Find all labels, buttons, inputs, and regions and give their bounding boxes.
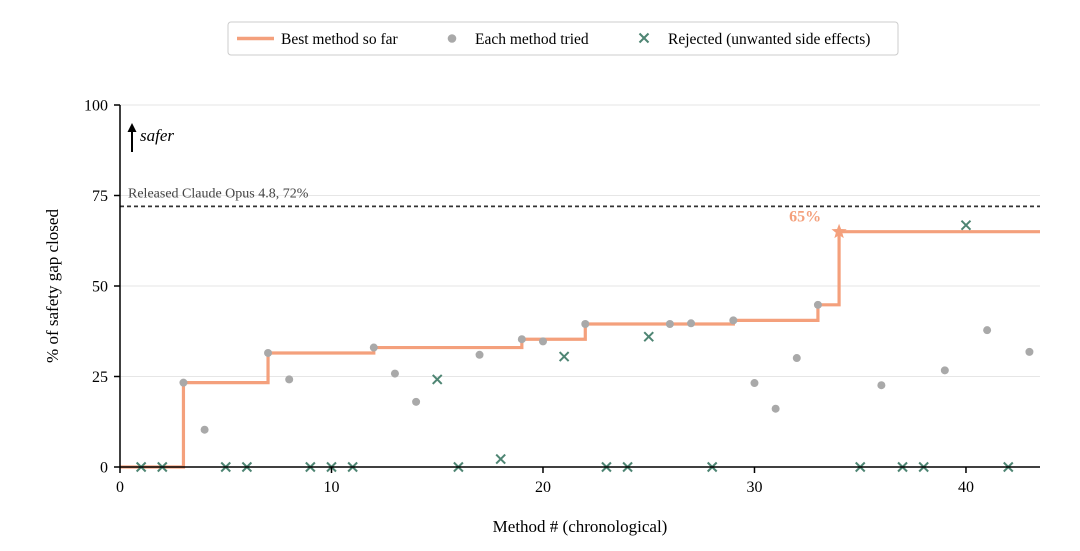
y-tick-label-75: 75 [92,188,108,205]
rejected-point [960,219,972,231]
y-tick-label-25: 25 [92,369,108,386]
tried-point [517,335,526,344]
safer-arrow-icon [127,123,137,132]
rejected-point [558,351,570,362]
rejected-point-stroke [643,331,654,342]
x-axis-label: Method # (chronological) [493,517,668,536]
tried-point [179,378,188,387]
tried-point [581,320,590,329]
tried-point [264,348,273,357]
rejected-point-stroke [960,219,972,231]
legend-tried-swatch [447,34,457,43]
safer-label: safer [140,126,174,145]
tried-series [179,300,1034,434]
tried-point [538,337,547,346]
y-axis-label: % of safety gap closed [43,209,62,363]
tried-point [877,381,886,390]
y-tick-label-50: 50 [92,279,108,296]
rejected-point-stroke [495,453,506,465]
tried-point [813,300,822,309]
tried-point [750,379,759,388]
tried-point [665,320,674,329]
tried-point [390,369,399,378]
y-tick-label-0: 0 [100,460,108,477]
tried-point [687,319,696,328]
rejected-point-stroke [558,351,570,362]
tried-point [285,375,294,384]
tried-point [771,404,780,413]
legend-tried-label: Each method tried [475,31,589,48]
x-tick-label-30: 30 [746,479,762,496]
annotations: 65% safer [127,123,847,239]
tried-point [983,326,992,335]
reference-line-label: Released Claude Opus 4.8, 72% [128,186,309,201]
tried-point [475,350,484,359]
best-so-far-line [120,230,1040,469]
legend-rejected-label: Rejected (unwanted side effects) [668,31,870,48]
x-tick-label-20: 20 [535,479,551,496]
tried-point [1025,347,1034,356]
legend-rejected-swatch [638,32,650,44]
reference-line-group: Released Claude Opus 4.8, 72% [120,186,1040,208]
x-tick-label-10: 10 [323,479,339,496]
x-tick-label-40: 40 [958,479,974,496]
rejected-point-stroke [432,374,443,385]
rejected-series [135,219,1014,473]
tried-point [200,425,209,434]
rejected-point [432,374,443,385]
tried-point [792,354,801,363]
axes: 0 25 50 75 100 0 10 20 30 40 [84,98,1040,496]
legend-frame [227,21,899,56]
tried-point [412,397,421,406]
tried-point [729,316,738,325]
gridlines [120,104,1040,377]
legend: Best method so far Each method tried Rej… [227,21,899,56]
y-tick-label-100: 100 [84,98,108,115]
rejected-point [495,453,506,465]
x-tick-label-0: 0 [116,479,124,496]
rejected-point [643,331,654,342]
legend-best-label: Best method so far [281,31,398,48]
tried-point [940,366,949,375]
best-callout-label: 65% [789,209,821,226]
tried-point [369,343,378,352]
best-star-marker [831,223,847,239]
best-so-far-series [120,230,1040,469]
